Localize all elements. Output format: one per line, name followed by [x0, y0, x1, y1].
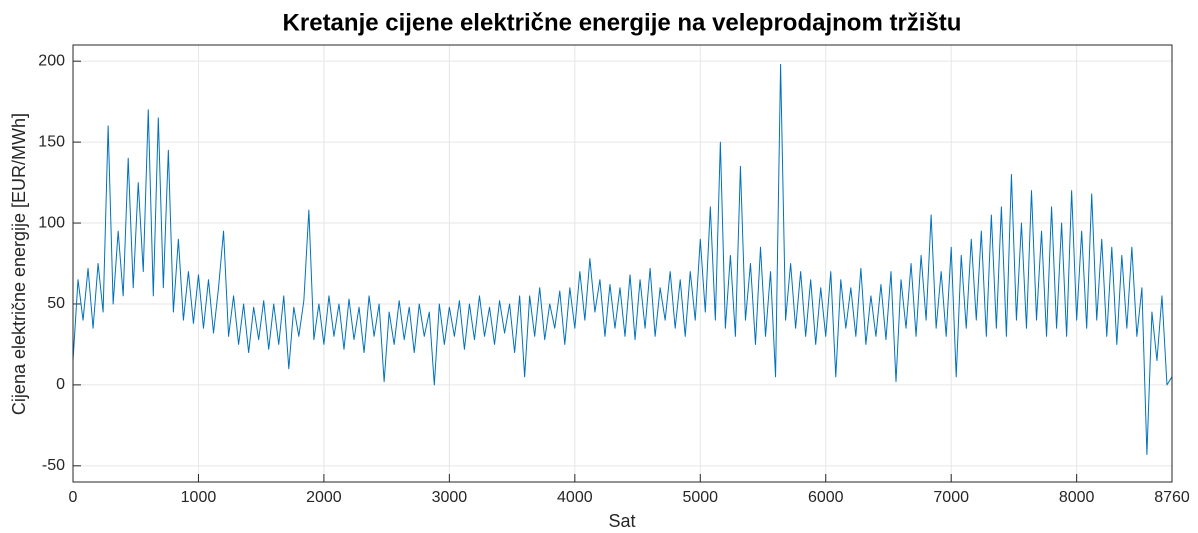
chart-title: Kretanje cijene električne energije na v…	[283, 9, 962, 36]
plot-frame	[72, 44, 1173, 483]
x-tick-label: 8000	[1059, 489, 1095, 506]
x-tick-label: 7000	[933, 489, 969, 506]
x-tick-label: 6000	[808, 489, 844, 506]
y-tick-label: -50	[42, 457, 65, 474]
x-tick-label: 2000	[306, 489, 342, 506]
x-tick-label: 5000	[682, 489, 718, 506]
y-tick-label: 100	[38, 214, 65, 231]
y-axis-label: Cijena električne energije [EUR/MWh]	[9, 113, 29, 415]
x-axis-label: Sat	[608, 511, 635, 531]
y-tick-label: 0	[56, 376, 65, 393]
y-tick-label: 50	[47, 295, 65, 312]
x-tick-label: 4000	[557, 489, 593, 506]
y-tick-label: 200	[38, 52, 65, 69]
x-tick-label: 1000	[181, 489, 217, 506]
x-tick-label: 0	[69, 489, 78, 506]
y-tick-label: 150	[38, 133, 65, 150]
data-line	[72, 63, 1173, 455]
x-tick-label: 8760	[1154, 489, 1190, 506]
x-tick-label: 3000	[432, 489, 468, 506]
